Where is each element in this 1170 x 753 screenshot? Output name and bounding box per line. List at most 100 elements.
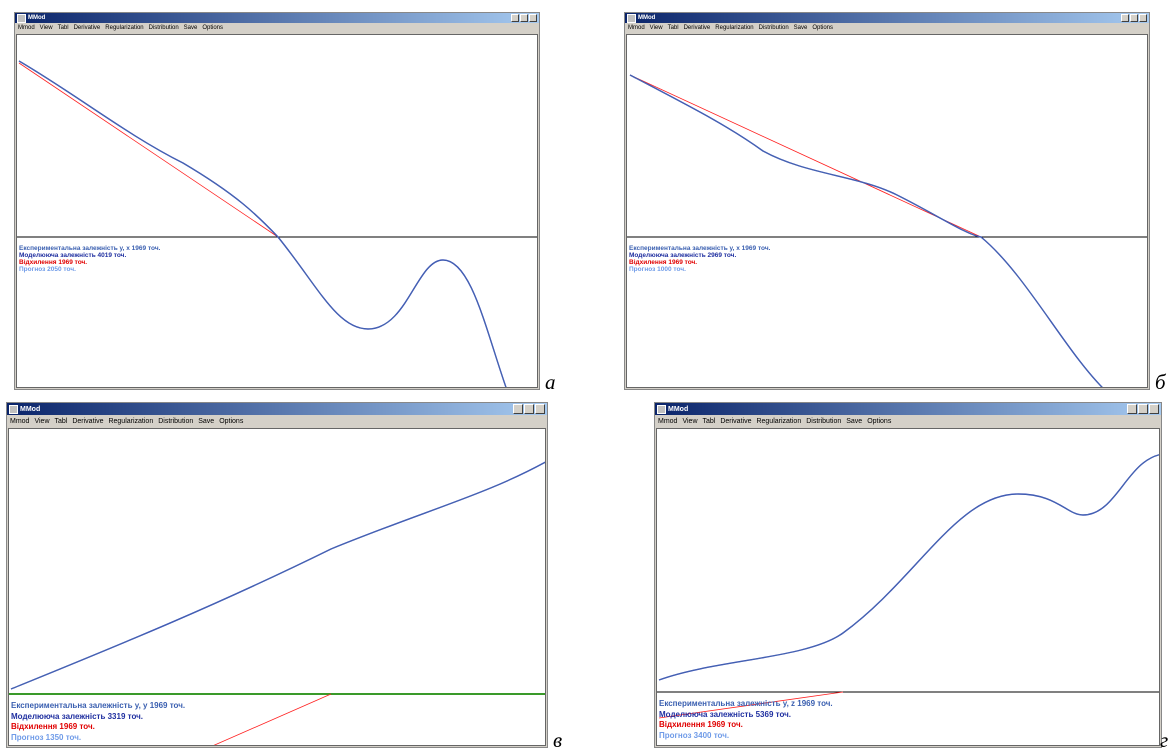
- menu-item[interactable]: View: [682, 417, 698, 425]
- legend-entry: Експериментальна залежність y, z 1969 то…: [659, 699, 833, 708]
- menu-item[interactable]: Tabl: [54, 417, 68, 425]
- menu-item[interactable]: Distribution: [758, 25, 789, 31]
- app-window: MMod Mmod View Tabl Derivative Regularization…: [6, 402, 548, 748]
- minimize-button[interactable]: [511, 14, 519, 22]
- window-title: MMod: [638, 15, 656, 21]
- menu-item[interactable]: Regularization: [108, 417, 154, 425]
- close-button[interactable]: [1149, 404, 1159, 414]
- experimental-curve: [10, 461, 545, 690]
- menu-item[interactable]: Options: [219, 417, 244, 425]
- menu-bar: Mmod View Tabl Derivative Regularization Dist…: [625, 23, 1149, 33]
- legend: Експериментальна залежність y, x 1969 то…: [629, 245, 770, 273]
- minimize-button[interactable]: [1121, 14, 1129, 22]
- menu-item[interactable]: Mmod: [628, 25, 645, 31]
- legend-entry: Експериментальна залежність y, x 1969 то…: [629, 245, 771, 252]
- deviation-curve: [18, 62, 279, 238]
- panel-label: г: [1160, 728, 1169, 752]
- plot-canvas: [17, 60, 537, 387]
- model-curve: [18, 60, 507, 387]
- menu-item[interactable]: Save: [198, 417, 215, 425]
- legend-entry: Прогноз 2050 точ.: [19, 266, 76, 273]
- legend-entry: Прогноз 1000 точ.: [629, 266, 686, 273]
- menu-item[interactable]: Save: [793, 25, 808, 31]
- panel-label: в: [553, 728, 563, 752]
- maximize-button[interactable]: [1138, 404, 1148, 414]
- app-window: MMod Mmod View Tabl Derivative Regularization…: [14, 12, 540, 390]
- legend-entry: Прогноз 1350 точ.: [11, 732, 82, 742]
- legend: Експериментальна залежність y, x 1969 то…: [19, 245, 160, 273]
- menu-item[interactable]: Derivative: [72, 417, 104, 425]
- legend-entry: Відхилення 1969 точ.: [659, 720, 743, 729]
- plot-area: Експериментальна залежність y, z 1969 то…: [656, 428, 1160, 746]
- app-icon: [627, 13, 636, 23]
- menu-item[interactable]: Tabl: [57, 25, 69, 31]
- plot-area: Експериментальна залежність y, x 1969 то…: [16, 34, 538, 388]
- close-button[interactable]: [535, 404, 545, 414]
- legend: Експериментальна залежність y, z 1969 то…: [659, 699, 833, 741]
- menu-item[interactable]: Derivative: [683, 25, 711, 31]
- legend-entry: Прогноз 3400 точ.: [659, 730, 730, 740]
- menu-bar: Mmod View Tabl Derivative Regularization Dist…: [15, 23, 539, 33]
- maximize-button[interactable]: [520, 14, 528, 22]
- title-bar: MMod: [655, 403, 1161, 415]
- legend-entry: Моделююча залежність 5369 точ.: [659, 709, 791, 719]
- app-icon: [9, 404, 18, 414]
- menu-item[interactable]: Save: [183, 25, 198, 31]
- menu-item[interactable]: Derivative: [720, 417, 752, 425]
- legend: Експериментальна залежність y, y 1969 то…: [11, 701, 185, 743]
- menu-item[interactable]: Distribution: [148, 25, 179, 31]
- close-button[interactable]: [529, 14, 537, 22]
- window-title: MMod: [28, 15, 46, 21]
- legend-entry: Моделююча залежність 2969 точ.: [629, 252, 737, 259]
- menu-item[interactable]: Options: [867, 417, 892, 425]
- legend-entry: Відхилення 1969 точ.: [629, 259, 698, 266]
- close-button[interactable]: [1139, 14, 1147, 22]
- menu-item[interactable]: Mmod: [10, 417, 30, 425]
- menu-bar: Mmod View Tabl Derivative Regularization Dist…: [655, 415, 1161, 427]
- model-curve: [629, 74, 1103, 387]
- legend-entry: Моделююча залежність 4019 точ.: [19, 252, 127, 259]
- legend-entry: Експериментальна залежність y, y 1969 то…: [11, 701, 186, 710]
- menu-item[interactable]: Regularization: [105, 25, 144, 31]
- deviation-curve: [213, 693, 332, 745]
- menu-item[interactable]: Distribution: [158, 417, 194, 425]
- legend-entry: Відхилення 1969 точ.: [19, 259, 88, 266]
- plot-canvas: [627, 74, 1147, 387]
- app-window: MMod Mmod View Tabl Derivative Regularization…: [654, 402, 1162, 748]
- deviation-curve: [658, 691, 844, 719]
- app-icon: [657, 404, 666, 414]
- menu-item[interactable]: Mmod: [18, 25, 35, 31]
- menu-item[interactable]: Regularization: [756, 417, 802, 425]
- menu-item[interactable]: Save: [846, 417, 863, 425]
- window-buttons: [1121, 14, 1147, 22]
- maximize-button[interactable]: [1130, 14, 1138, 22]
- minimize-button[interactable]: [513, 404, 523, 414]
- title-bar: MMod: [7, 403, 547, 415]
- menu-item[interactable]: View: [34, 417, 50, 425]
- app-window: MMod Mmod View Tabl Derivative Regularization…: [624, 12, 1150, 390]
- menu-item[interactable]: Distribution: [806, 417, 842, 425]
- plot-canvas: [9, 461, 545, 745]
- experimental-curve: [18, 60, 507, 387]
- menu-item[interactable]: Tabl: [702, 417, 716, 425]
- menu-item[interactable]: Options: [812, 25, 834, 31]
- maximize-button[interactable]: [524, 404, 534, 414]
- menu-bar: Mmod View Tabl Derivative Regularization Dist…: [7, 415, 547, 427]
- experimental-curve: [629, 74, 1103, 387]
- menu-item[interactable]: View: [649, 25, 663, 31]
- menu-item[interactable]: Derivative: [73, 25, 101, 31]
- app-icon: [17, 13, 26, 23]
- menu-item[interactable]: View: [39, 25, 53, 31]
- title-bar: MMod: [625, 13, 1149, 23]
- minimize-button[interactable]: [1127, 404, 1137, 414]
- model-curve: [658, 454, 1159, 681]
- panel-label: б: [1155, 370, 1166, 394]
- menu-item[interactable]: Mmod: [658, 417, 678, 425]
- menu-item[interactable]: Tabl: [667, 25, 679, 31]
- legend-entry: Експериментальна залежність y, x 1969 то…: [19, 245, 161, 252]
- deviation-curve: [629, 74, 982, 238]
- panel-label: а: [545, 370, 556, 394]
- menu-item[interactable]: Options: [202, 25, 224, 31]
- menu-item[interactable]: Regularization: [715, 25, 754, 31]
